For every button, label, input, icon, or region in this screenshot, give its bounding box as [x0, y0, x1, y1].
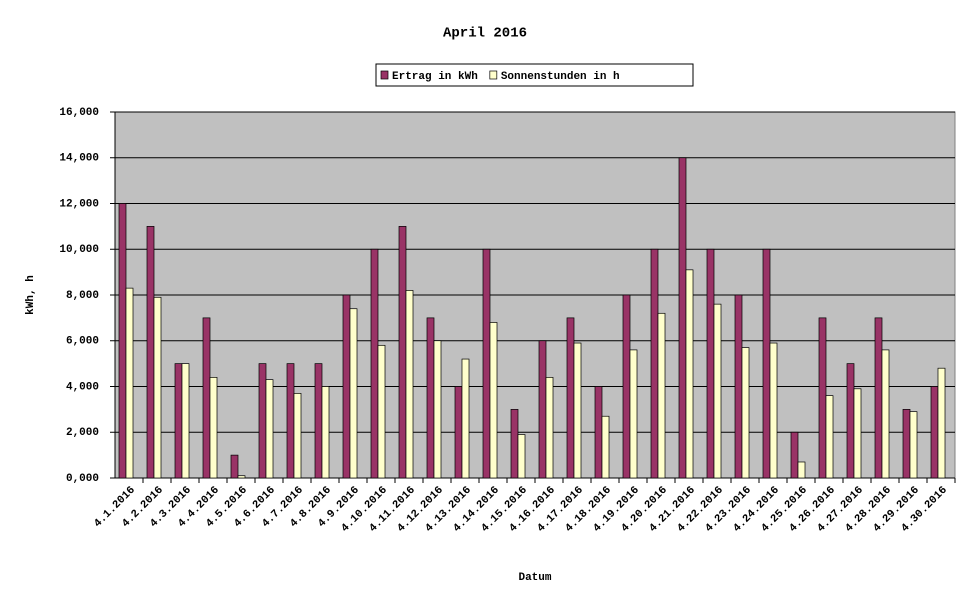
bar [706, 248, 715, 479]
bar [713, 303, 722, 479]
bar [881, 349, 890, 479]
bar [874, 317, 883, 479]
bar [678, 157, 687, 479]
y-tick-label: 10,000 [59, 244, 99, 256]
bar [153, 296, 162, 479]
bar [622, 294, 631, 479]
y-tick-label: 2,000 [66, 427, 99, 439]
bar [265, 379, 274, 479]
bar [321, 386, 330, 479]
bar [930, 386, 939, 479]
bar [685, 269, 694, 479]
bar [909, 411, 918, 479]
y-tick-label: 12,000 [59, 198, 99, 210]
bar [566, 317, 575, 479]
bar [937, 367, 946, 479]
bar [146, 226, 155, 479]
legend-swatch [380, 70, 389, 80]
bar [461, 358, 470, 479]
bar [293, 393, 302, 479]
bar [762, 248, 771, 479]
bar [489, 322, 498, 479]
bar [510, 409, 519, 479]
bar [349, 308, 358, 479]
legend-label: Sonnenstunden in h [501, 71, 620, 83]
bar [258, 363, 267, 479]
bar [230, 454, 239, 479]
y-tick-label: 14,000 [59, 153, 99, 165]
bar [517, 434, 526, 479]
bar [286, 363, 295, 479]
bar [902, 409, 911, 479]
y-tick-label: 8,000 [66, 290, 99, 302]
bar [405, 290, 414, 479]
bar [202, 317, 211, 479]
bar [853, 388, 862, 479]
bar [342, 294, 351, 479]
legend-label: Ertrag in kWh [392, 71, 478, 83]
bar [657, 312, 666, 479]
legend-swatch [489, 70, 498, 80]
legend-box [375, 63, 694, 87]
bar [650, 248, 659, 479]
bar [818, 317, 827, 479]
bar [237, 475, 246, 479]
bar [797, 461, 806, 479]
bar [433, 340, 442, 479]
bar [629, 349, 638, 479]
chart-title: April 2016 [443, 26, 527, 42]
bar [118, 203, 127, 479]
y-tick-label: 16,000 [59, 107, 99, 119]
bar [482, 248, 491, 479]
bar [573, 342, 582, 479]
bar [769, 342, 778, 479]
bar [601, 415, 610, 479]
bar [454, 386, 463, 479]
bar [181, 363, 190, 479]
bar [174, 363, 183, 479]
bar [538, 340, 547, 479]
y-tick-label: 6,000 [66, 336, 99, 348]
bar [209, 377, 218, 479]
bar [125, 287, 134, 479]
y-tick-label: 4,000 [66, 381, 99, 393]
bar [741, 347, 750, 479]
bar [846, 363, 855, 479]
bar [370, 248, 379, 479]
bar [398, 226, 407, 479]
bar [790, 431, 799, 479]
bar [825, 395, 834, 479]
bar [426, 317, 435, 479]
bar [594, 386, 603, 479]
y-axis-label: kWh, h [25, 275, 37, 315]
bar [545, 377, 554, 479]
bar [377, 344, 386, 479]
x-axis-label: Datum [518, 572, 551, 584]
y-tick-label: 0,000 [66, 473, 99, 485]
bar [734, 294, 743, 479]
bar [314, 363, 323, 479]
